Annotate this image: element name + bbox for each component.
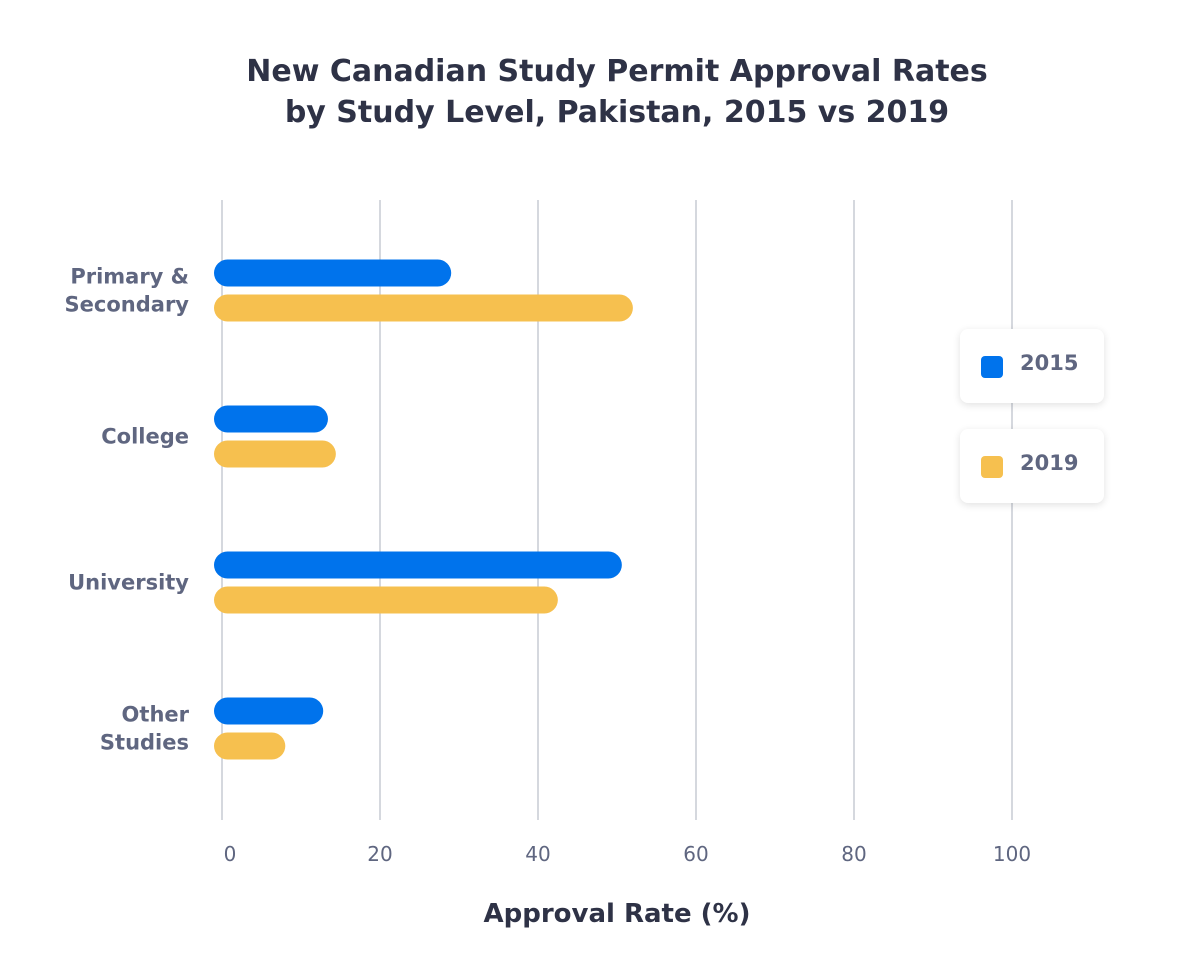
category-label: University	[68, 571, 189, 595]
x-tick-label: 60	[683, 842, 708, 866]
x-tick-label: 100	[993, 842, 1031, 866]
legend-item-2019: 2019	[960, 429, 1104, 503]
bar-2019	[214, 586, 558, 614]
bar-2015	[214, 697, 324, 725]
bar-2019	[214, 294, 633, 322]
category-label: Secondary	[65, 293, 190, 317]
bar-2015	[214, 551, 622, 579]
bar-2019	[214, 732, 286, 760]
bar-2015	[214, 405, 328, 433]
bar-2019	[214, 440, 336, 468]
category-label: Studies	[100, 731, 189, 755]
legend-label-2015: 2015	[1020, 351, 1079, 375]
legend-swatch-2019	[981, 456, 1003, 478]
x-axis-label: Approval Rate (%)	[484, 899, 751, 929]
x-tick-label: 80	[841, 842, 866, 866]
x-tick-label: 40	[525, 842, 550, 866]
x-tick-label: 20	[367, 842, 392, 866]
legend-swatch-2015	[981, 356, 1003, 378]
legend-item-2015: 2015	[960, 329, 1104, 403]
category-label: Other	[122, 703, 190, 727]
chart-title-line-2: by Study Level, Pakistan, 2015 vs 2019	[285, 95, 949, 130]
bar-2015	[214, 259, 452, 287]
category-label: College	[101, 425, 189, 449]
category-label: Primary &	[70, 265, 189, 289]
chart-title-line-1: New Canadian Study Permit Approval Rates	[246, 54, 988, 89]
x-tick-label: 0	[224, 842, 237, 866]
legend-label-2019: 2019	[1020, 451, 1079, 475]
